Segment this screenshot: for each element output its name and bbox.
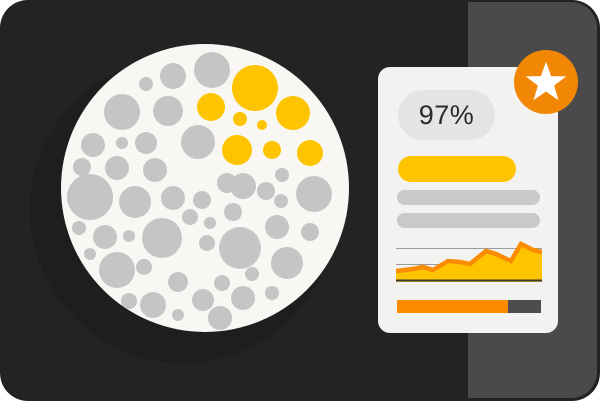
score-value: 97% [418,99,475,130]
bubble [193,191,211,209]
bubble [119,186,151,218]
score-pill: 97% [398,90,495,140]
bubble [263,141,281,159]
bubble [199,235,215,251]
bubble [214,275,230,291]
bubble [105,156,129,180]
bubble [204,217,216,229]
bubble [81,133,105,157]
bubble [230,173,256,199]
highlight-bar [398,156,516,182]
bubble [181,125,215,159]
bubble [72,221,86,235]
progress-bar [397,300,541,313]
bubble [140,292,166,318]
bubble [153,96,183,126]
bubble [224,203,242,221]
bubble [143,158,167,182]
text-line-bar [397,190,540,205]
bubble [233,112,247,126]
bubble [135,132,157,154]
bubble [99,252,135,288]
bubble [194,52,230,88]
bubble-chart [61,44,349,332]
bubble [265,286,279,300]
bubble [192,289,214,311]
bubble [123,230,135,242]
bubble [271,247,303,279]
bubble [172,309,184,321]
bubble [297,140,323,166]
bubble [116,137,128,149]
bubble [245,267,259,281]
bubble [296,176,332,212]
bubble [275,168,289,182]
star-icon [525,61,567,101]
bubble [197,93,225,121]
bubble [208,306,232,330]
bubble [84,248,96,260]
bubble [219,227,261,269]
bubble [274,194,288,208]
trend-chart [396,241,542,282]
bubble [104,94,140,130]
bubble [265,215,289,239]
bubble [257,120,267,130]
bubble [301,223,319,241]
bubble [67,174,113,220]
bubble [121,293,137,309]
bubble [160,63,186,89]
bubble [93,225,117,249]
bubble [168,272,188,292]
bubble [182,209,198,225]
progress-fill [397,300,508,313]
bubble [276,96,310,130]
bubble [139,77,153,91]
bubble [73,158,91,176]
bubble [232,65,278,111]
text-line-bar [397,213,540,228]
bubble [231,286,255,310]
bubble [161,186,185,210]
stats-card: 97% [378,67,558,333]
bubble [257,182,275,200]
bubble [136,259,152,275]
bubble [142,218,182,258]
bubble [222,135,252,165]
star-badge [514,50,578,114]
